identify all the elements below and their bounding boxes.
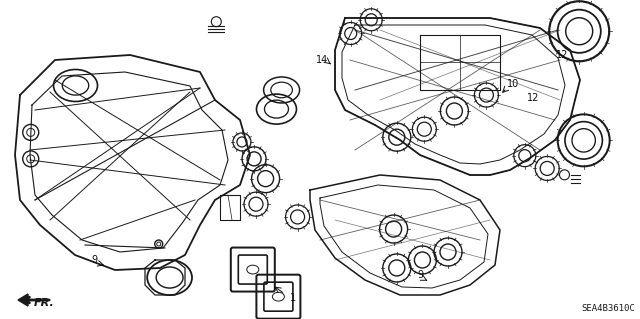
Text: 9: 9: [417, 270, 423, 280]
Text: 10: 10: [507, 79, 519, 89]
Text: 12: 12: [556, 50, 568, 60]
Text: 9: 9: [91, 255, 97, 265]
Text: SEA4B3610C: SEA4B3610C: [581, 304, 635, 313]
Polygon shape: [18, 294, 28, 306]
Text: FR.: FR.: [34, 298, 55, 308]
Text: 12: 12: [527, 93, 539, 103]
Text: 14: 14: [316, 55, 328, 65]
Text: 1: 1: [290, 293, 296, 303]
